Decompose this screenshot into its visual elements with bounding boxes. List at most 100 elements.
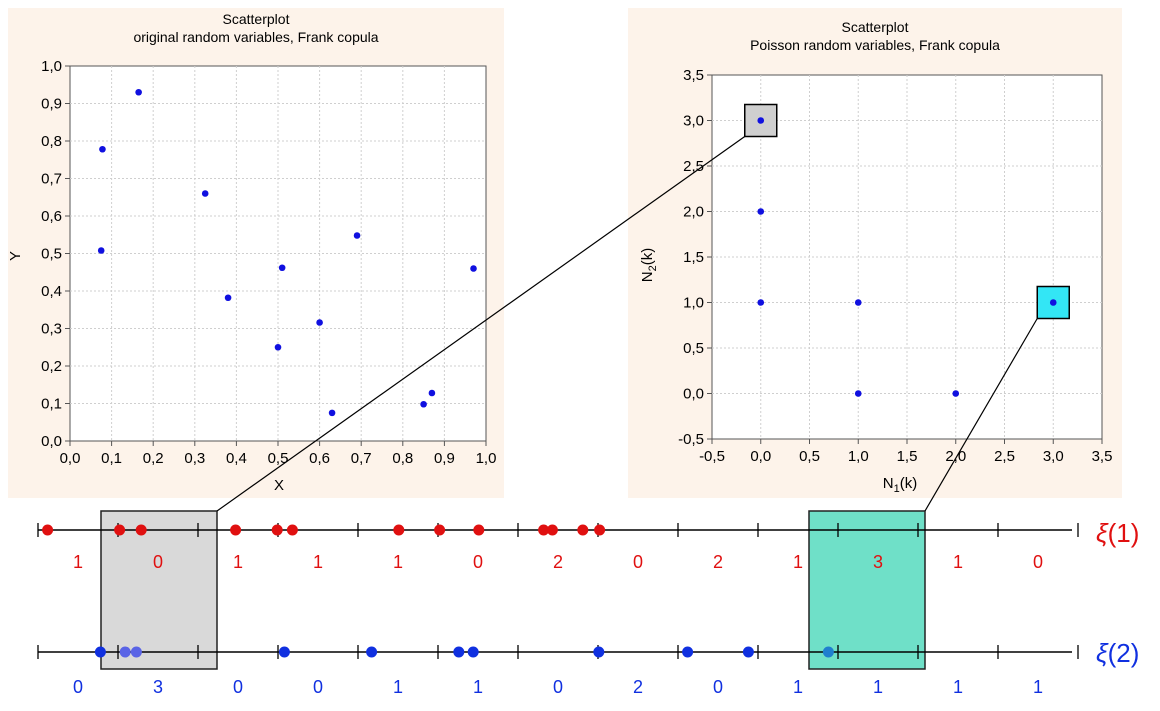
right-data-point (854, 299, 862, 306)
left-y-axis-label: Y (7, 251, 24, 261)
timeline-2-count: 0 (553, 677, 563, 697)
timeline-2-event (94, 646, 106, 658)
timeline-1-count: 1 (793, 552, 803, 572)
left-x-tick-label: 0,0 (60, 450, 81, 467)
left-y-tick-label: 0,9 (41, 96, 62, 113)
right-plot-area: -0,5 0,0 0,5 1,0 1,5 2,0 2,5 3,0 3,5 -0,5 0,0 0,5 1,… (678, 67, 1112, 465)
interval-box-grey (100, 510, 218, 670)
timeline-1-count: 1 (233, 552, 243, 572)
timeline-1-event (114, 524, 126, 536)
left-y-tick-label: 0,7 (41, 171, 62, 188)
left-data-point (328, 409, 336, 417)
timeline-2-count: 1 (393, 677, 403, 697)
right-y-tick-label: 2,0 (683, 204, 704, 221)
left-data-point (278, 264, 286, 272)
right-data-point (757, 299, 765, 306)
left-x-tick-label: 0,1 (101, 450, 122, 467)
timeline-2-count: 0 (313, 677, 323, 697)
timeline-2-count: 1 (873, 677, 883, 697)
right-x-tick-label: 0,0 (750, 448, 771, 465)
timeline-1-count: 2 (553, 552, 563, 572)
right-y-axis-label-main: N (639, 271, 656, 282)
right-y-tick-label: 2,5 (683, 158, 704, 175)
left-x-tick-label: 0,8 (392, 450, 413, 467)
right-x-tick-label: 3,0 (1043, 448, 1064, 465)
timeline-1-event (577, 524, 589, 536)
left-x-tick-label: 0,5 (268, 450, 289, 467)
left-data-point (420, 400, 427, 408)
timeline-1-event (393, 524, 405, 536)
right-x-axis-label-tail: (k) (900, 475, 918, 492)
left-data-point (353, 232, 361, 239)
left-data-point (224, 294, 232, 302)
left-x-tick-label: 0,3 (184, 450, 205, 467)
timeline-2-count: 2 (633, 677, 643, 697)
left-data-point (470, 265, 477, 272)
left-data-point (99, 145, 106, 153)
timeline-2-count: 1 (1033, 677, 1043, 697)
left-x-tick-label: 1,0 (476, 450, 497, 467)
right-y-tick-label: 0,0 (683, 386, 704, 403)
right-y-tick-label: 1,0 (683, 295, 704, 312)
left-data-point (274, 343, 282, 351)
timeline-1-count: 0 (473, 552, 483, 572)
right-x-tick-label: 2,0 (945, 448, 966, 465)
timeline-1-count: 1 (313, 552, 323, 572)
left-y-tick-label: 0,5 (41, 246, 62, 263)
timeline-1-event (473, 524, 485, 536)
left-data-point (97, 247, 105, 254)
timeline-1-count: 0 (1033, 552, 1043, 572)
left-chart-subtitle: original random variables, Frank copula (133, 29, 378, 45)
right-x-axis-label-main: N (883, 475, 894, 492)
timeline-1-event (286, 524, 298, 536)
left-data-point (316, 319, 323, 326)
right-data-point (952, 390, 960, 397)
left-x-tick-label: 0,6 (309, 450, 330, 467)
timeline-1-event (546, 524, 558, 536)
left-data-point (201, 190, 209, 197)
left-y-tick-label: 0,3 (41, 321, 62, 338)
timeline-2-label: ξ(2) (1096, 638, 1139, 668)
right-x-tick-label: 2,5 (994, 448, 1015, 465)
left-x-axis-label: X (274, 477, 284, 494)
right-y-axis-label-tail: (k) (639, 248, 656, 266)
right-y-axis-label: N2(k) (639, 248, 659, 282)
timeline-2-event (593, 646, 605, 658)
timeline-2-count: 3 (153, 677, 163, 697)
timeline-2-count: 0 (233, 677, 243, 697)
timeline-2-label-symbol: ξ (1096, 638, 1109, 668)
timeline-2-label-index: (2) (1108, 638, 1140, 668)
timeline-1-event (271, 524, 283, 536)
timeline-2-event (682, 646, 694, 658)
timeline-2-event (119, 646, 131, 658)
left-chart-title: Scatterplot (223, 11, 290, 27)
timeline-1-count: 1 (953, 552, 963, 572)
timeline-2-event (130, 646, 142, 658)
right-data-point (757, 208, 765, 215)
left-y-tick-label: 0,4 (41, 283, 62, 300)
right-x-tick-label: 1,0 (848, 448, 869, 465)
timeline-1-event (42, 524, 54, 536)
interval-box-teal (808, 510, 926, 670)
right-y-tick-label: 1,5 (683, 249, 704, 266)
timeline-1-count: 0 (153, 552, 163, 572)
timeline-1-event (538, 524, 550, 536)
timeline-2-count: 0 (73, 677, 83, 697)
timeline-2-event (278, 646, 290, 658)
right-x-tick-label: 3,5 (1092, 448, 1113, 465)
right-chart-subtitle: Poisson random variables, Frank copula (750, 37, 1000, 53)
timeline-1-count: 1 (73, 552, 83, 572)
timeline-2-event (453, 646, 465, 658)
timeline-1-count: 1 (393, 552, 403, 572)
left-y-tick-label: 1,0 (41, 58, 62, 75)
timeline-1-label-index: (1) (1108, 518, 1140, 548)
left-y-tick-label: 0,0 (41, 433, 62, 450)
connector-teal (924, 318, 1038, 512)
left-y-tick-label: 0,6 (41, 208, 62, 225)
timeline-2-count: 1 (473, 677, 483, 697)
left-plot-area: 0,0 0,1 0,2 0,3 0,4 0,5 0,6 0,7 0,8 0,9 1,0 0,0 0,1 0… (41, 58, 496, 467)
right-y-tick-label: 0,5 (683, 340, 704, 357)
timeline-1-count: 3 (873, 552, 883, 572)
